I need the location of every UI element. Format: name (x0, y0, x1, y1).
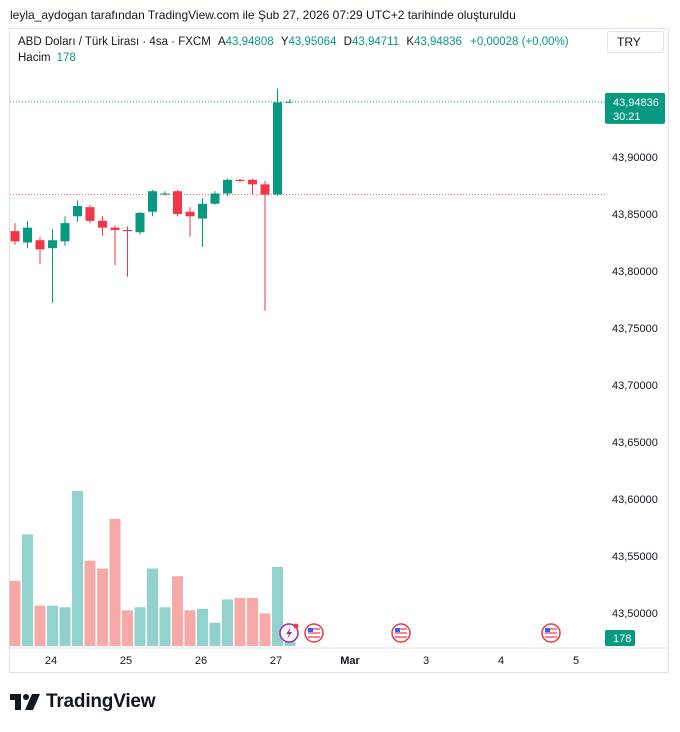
volume-bar (47, 605, 58, 646)
volume-tag (605, 630, 635, 646)
volume-bar (147, 568, 158, 646)
x-tick-label: 27 (270, 655, 282, 667)
candle-body[interactable] (273, 102, 282, 195)
volume-bar (122, 610, 133, 646)
flag-canton (395, 628, 400, 632)
volume-bar (97, 568, 108, 646)
volume-bar (109, 518, 121, 646)
y-tick-label: 43,55000 (612, 551, 658, 563)
symbol-legend: ABD Doları / Türk Lirası · 4sa · FXCM A4… (18, 36, 569, 48)
volume-bar (159, 607, 171, 646)
volume-label[interactable]: Hacim (18, 52, 51, 64)
high-value: 43,95064 (288, 36, 337, 48)
candle-body[interactable] (135, 212, 145, 233)
volume-bar (247, 597, 258, 646)
y-tick-label: 43,60000 (612, 494, 658, 506)
currency-button[interactable]: TRY (607, 31, 664, 53)
volume-bar (259, 613, 271, 646)
y-tick-label: 43,50000 (612, 608, 658, 620)
volume-bar (22, 534, 33, 646)
candle-body[interactable] (48, 240, 57, 249)
close-label: K (406, 36, 414, 48)
symbol-title[interactable]: ABD Doları / Türk Lirası · 4sa · FXCM (18, 36, 211, 48)
volume-bar (172, 576, 183, 646)
candle-body[interactable] (148, 191, 157, 212)
candle-body[interactable] (23, 227, 32, 243)
candle-body[interactable] (185, 211, 195, 217)
chart-attribution: leyla_aydogan tarafından TradingView.com… (10, 8, 516, 22)
volume-bar (222, 599, 233, 646)
volume-legend: Hacim 178 (18, 52, 76, 64)
y-tick-label: 43,85000 (612, 209, 658, 221)
y-tick-label: 43,75000 (612, 323, 658, 335)
volume-bar (59, 607, 71, 646)
volume-bar (197, 608, 208, 646)
tradingview-icon (10, 694, 40, 710)
candle-body[interactable] (160, 193, 170, 195)
volume-tag-value: 178 (613, 633, 631, 645)
candle-body[interactable] (210, 193, 220, 204)
candle-body[interactable] (223, 179, 232, 194)
volume-bar (134, 607, 146, 646)
y-tick-label: 43,90000 (612, 152, 658, 164)
event-dot (293, 623, 299, 629)
candle-body[interactable] (98, 220, 107, 228)
x-tick-label: 25 (120, 655, 132, 667)
y-tick-label: 43,80000 (612, 266, 658, 278)
open-value: 43,94808 (225, 36, 274, 48)
last-price-tag (605, 92, 665, 124)
high-label: Y (280, 36, 289, 48)
candle-body[interactable] (35, 240, 45, 250)
candle-body[interactable] (60, 223, 70, 242)
volume-bar (84, 560, 96, 646)
candle-body[interactable] (248, 179, 257, 185)
volume-value: 178 (56, 52, 76, 64)
flag-canton (545, 628, 550, 632)
x-tick-label: 24 (45, 655, 57, 667)
lightning-glyph (286, 627, 292, 639)
x-tick-label: 3 (423, 655, 429, 667)
volume-bar (9, 580, 21, 646)
candle-body[interactable] (123, 229, 132, 232)
candle-body[interactable] (235, 179, 245, 181)
candle-body[interactable] (110, 227, 120, 230)
chart-frame (9, 28, 669, 673)
candle-body[interactable] (198, 203, 207, 219)
last-price-tag-value: 43,94836 (613, 97, 659, 109)
volume-bar (234, 597, 246, 646)
flag-canton (308, 628, 313, 632)
volume-bar (72, 491, 83, 646)
volume-bar (34, 605, 46, 646)
y-tick-label: 43,65000 (612, 437, 658, 449)
candle-body[interactable] (10, 231, 20, 242)
candle-body[interactable] (173, 191, 182, 214)
candle-body[interactable] (73, 206, 82, 217)
candle-body[interactable] (260, 184, 270, 195)
low-label: D (343, 36, 352, 48)
volume-bar (272, 566, 283, 646)
change-value: +0,00028 (+0,00%) (470, 36, 569, 48)
volume-bar (184, 610, 196, 646)
candle-body[interactable] (85, 207, 95, 221)
volume-bar (209, 622, 221, 646)
close-value: 43,94836 (413, 36, 462, 48)
x-tick-label: 4 (498, 655, 504, 667)
x-tick-label: Mar (340, 655, 360, 667)
bar-countdown: 30:21 (613, 111, 641, 123)
y-tick-label: 43,70000 (612, 380, 658, 392)
brand-name: TradingView (46, 691, 156, 712)
x-tick-label: 5 (573, 655, 579, 667)
x-tick-label: 26 (195, 655, 207, 667)
low-value: 43,94711 (351, 36, 400, 48)
candle-body[interactable] (285, 101, 292, 103)
tradingview-logo[interactable]: TradingView (10, 691, 156, 713)
open-label: A (217, 36, 226, 48)
